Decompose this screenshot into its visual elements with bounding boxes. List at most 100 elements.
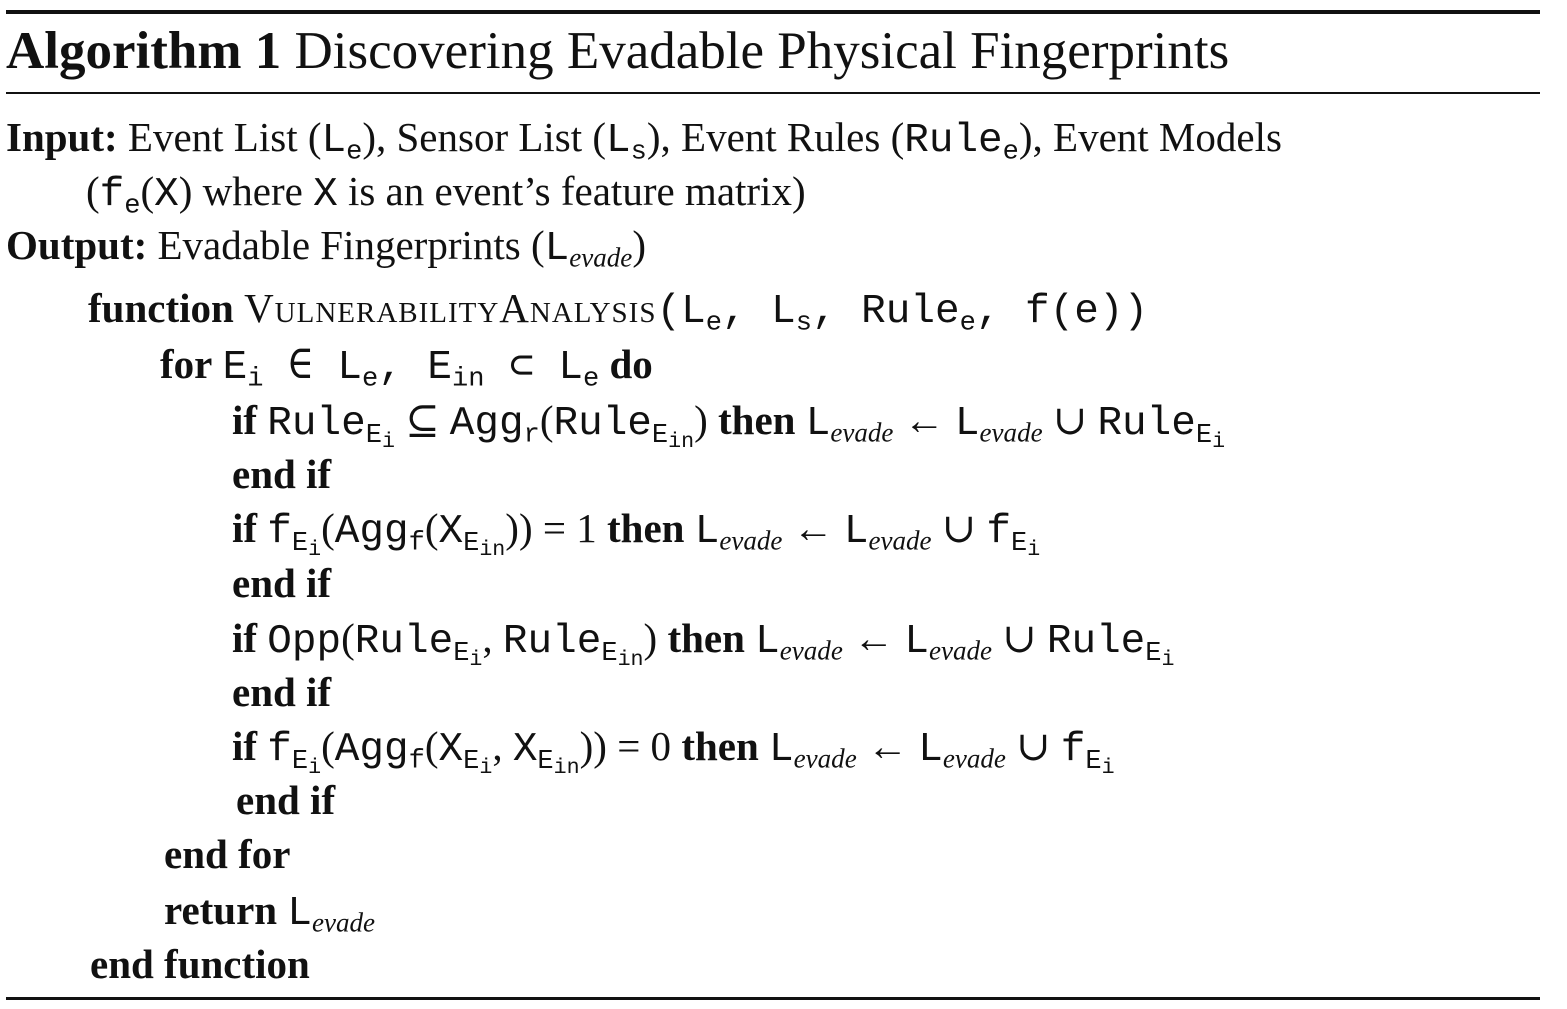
code-subscript: f	[408, 527, 425, 559]
keyword: if	[232, 723, 258, 769]
input-line-2: (fe(X) where X is an event’s feature mat…	[86, 164, 806, 222]
code-subscript: e	[361, 363, 379, 395]
code-token: Rule	[354, 619, 454, 665]
math-symbol: (	[424, 723, 439, 769]
input-text: is an event’s feature matrix)	[337, 168, 806, 214]
math-symbol: ∪	[1016, 723, 1051, 769]
code-token: L	[769, 727, 794, 773]
code-subscript: r	[523, 419, 540, 451]
code-token: f	[267, 727, 292, 773]
math-symbol: ←	[866, 723, 908, 769]
math-symbol: )	[579, 723, 594, 769]
keyword: for	[160, 341, 213, 387]
keyword: end for	[164, 831, 291, 877]
code-token: L	[843, 509, 869, 555]
caption-rule	[6, 92, 1540, 94]
code-subscript: i	[1101, 755, 1115, 780]
algorithm-title: Discovering Evadable Physical Fingerprin…	[294, 22, 1230, 80]
output-text: )	[632, 222, 646, 268]
code-subscript: E	[1145, 637, 1162, 669]
input-subscript: s	[630, 136, 647, 168]
math-symbol: ∪	[941, 505, 977, 551]
input-text: where	[192, 168, 314, 214]
math-symbol: (	[321, 505, 335, 551]
keyword: then	[606, 505, 685, 551]
code-subscript: E	[1011, 527, 1028, 559]
keyword: then	[718, 397, 796, 443]
code-subscript: evade	[719, 525, 783, 556]
code-token: Opp	[267, 619, 342, 665]
code-token: Rule	[267, 401, 366, 447]
code-token: L	[694, 509, 720, 555]
input-line-1: Input: Event List (Le), Sensor List (Ls)…	[6, 110, 1282, 168]
code-token: X	[438, 509, 464, 555]
code-subscript: E	[1195, 419, 1213, 451]
code-subscript: i	[381, 429, 395, 454]
code-token: Agg	[449, 401, 524, 447]
code-subscript: in	[668, 429, 695, 454]
code-subscript: i	[1212, 429, 1226, 454]
input-subscript: e	[346, 136, 363, 168]
input-subscript: e	[1002, 136, 1019, 168]
code-token: L	[918, 727, 943, 773]
bottom-rule	[6, 997, 1540, 1000]
output-subscript: evade	[569, 242, 633, 273]
code-token: L	[805, 401, 831, 447]
keyword: end if	[232, 560, 332, 606]
code-subscript: in	[452, 363, 485, 395]
math-symbol: )	[643, 615, 658, 661]
code-subscript: E	[1085, 745, 1102, 777]
code-token: , E	[378, 345, 452, 391]
code-subscript: i	[308, 755, 322, 780]
code-subscript: s	[795, 307, 812, 339]
code-subscript: E	[463, 527, 480, 559]
output-text: Evadable Fingerprints (	[157, 222, 545, 268]
code-token: ⊂ L	[484, 345, 583, 391]
keyword: then	[681, 723, 759, 769]
code-subscript: in	[617, 647, 644, 672]
code-subscript: Ei	[292, 528, 321, 561]
math-symbol: ∪	[1002, 615, 1037, 661]
code-subscript: Ei	[1011, 527, 1041, 562]
keyword: end if	[236, 777, 336, 823]
code-subscript: Ei	[1195, 419, 1226, 454]
math-symbol: )	[505, 505, 519, 551]
code-token: L	[287, 891, 312, 937]
code-token: L	[904, 619, 929, 665]
input-paren: )	[178, 168, 193, 214]
code-token: E	[222, 345, 248, 391]
code-subscript: i	[1161, 647, 1175, 672]
algorithm-caption: Algorithm 1 Discovering Evadable Physica…	[6, 18, 1229, 84]
input-model-symbol: f	[99, 172, 125, 218]
code-token: f	[986, 509, 1012, 555]
input-label: Input:	[6, 114, 118, 160]
code-subscript: in	[553, 755, 580, 780]
code-subscript: Ei	[291, 745, 322, 780]
input-sensor-list-symbol: L	[606, 118, 631, 164]
code-subscript: Ei	[1085, 745, 1115, 780]
keyword: return	[164, 887, 278, 933]
code-token: , L	[721, 289, 796, 335]
math-symbol: = 0	[617, 723, 672, 769]
input-matrix-symbol: X	[313, 172, 338, 218]
math-symbol: )	[593, 723, 607, 769]
code-token: f	[267, 509, 292, 555]
code-token: Rule	[1097, 401, 1196, 447]
code-subscript: evade	[793, 743, 857, 774]
keyword: end function	[90, 941, 310, 987]
output-line: Output: Evadable Fingerprints (Levade)	[6, 218, 646, 276]
function-name: VulnerabilityAnalysis	[244, 285, 657, 331]
code-subscript: i	[1027, 537, 1041, 562]
code-subscript: E	[537, 745, 554, 777]
code-subscript: E	[291, 745, 309, 777]
input-paren: (	[140, 168, 155, 214]
math-symbol: (	[341, 615, 355, 661]
code-token: Agg	[334, 727, 409, 773]
code-subscript: evade	[830, 417, 894, 448]
code-subscript: e	[582, 363, 600, 395]
code-subscript: i	[469, 647, 483, 672]
keyword: do	[609, 341, 653, 387]
code-subscript: Ei	[453, 638, 483, 672]
math-symbol: (	[424, 505, 439, 551]
code-token: , f(e))	[975, 289, 1149, 335]
